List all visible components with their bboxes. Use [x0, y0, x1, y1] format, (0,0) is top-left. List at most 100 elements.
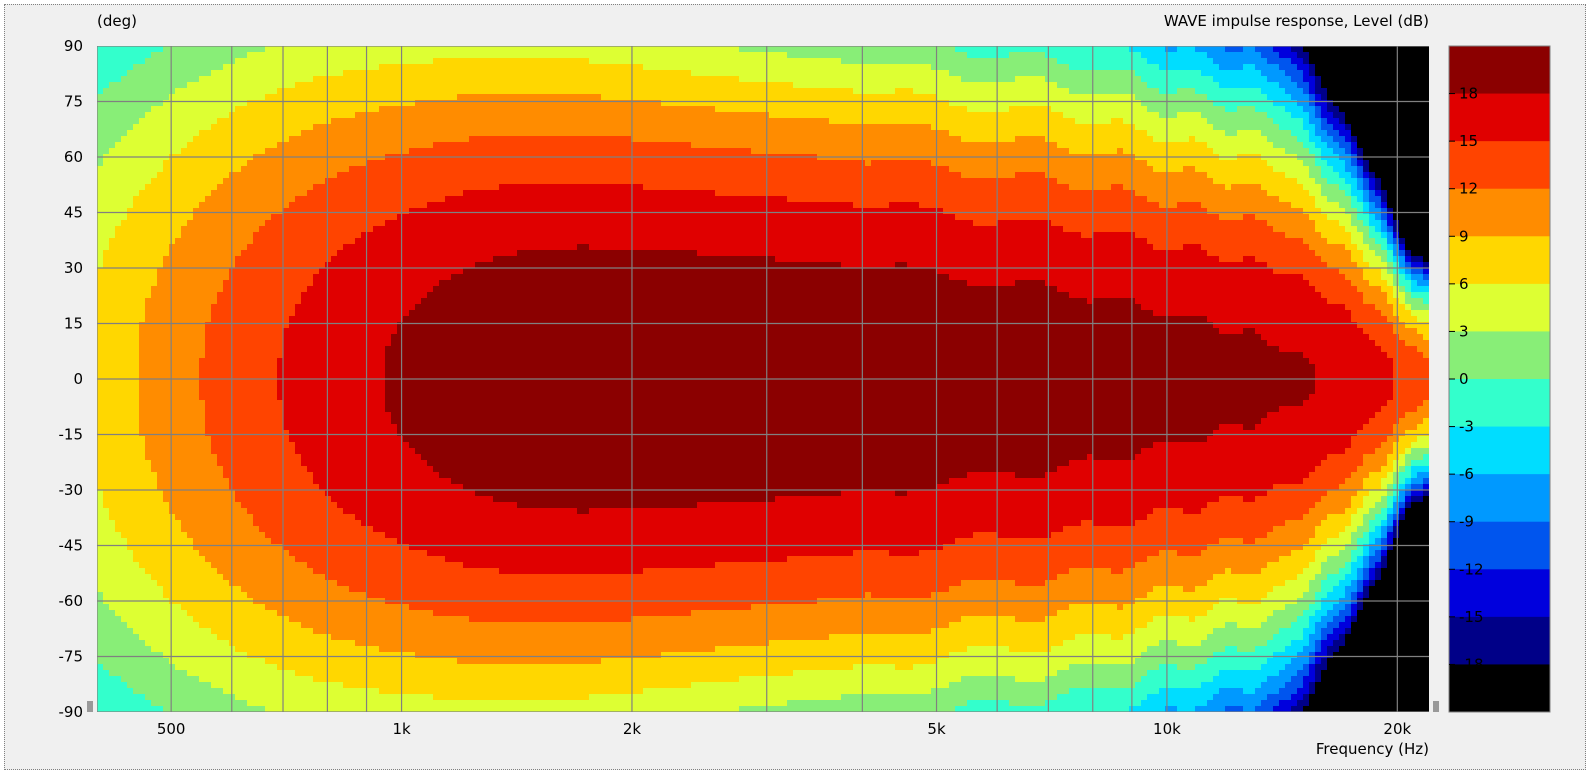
heatmap-cell — [469, 622, 476, 665]
heatmap-cell — [1351, 496, 1358, 515]
heatmap-cell — [1381, 292, 1388, 317]
heatmap-cell — [1351, 196, 1358, 209]
heatmap-cell — [193, 46, 200, 83]
heatmap-cell — [721, 610, 728, 647]
heatmap-cell — [1069, 70, 1076, 95]
heatmap-cell — [745, 502, 752, 563]
heatmap-cell — [1357, 250, 1364, 269]
heatmap-cell — [847, 694, 854, 712]
heatmap-cell — [997, 580, 1004, 617]
heatmap-cell — [1177, 46, 1184, 71]
right-scroll-handle[interactable] — [1433, 701, 1439, 712]
heatmap-cell — [775, 82, 782, 119]
heatmap-cell — [745, 646, 752, 677]
heatmap-cell — [949, 652, 956, 683]
heatmap-cell — [493, 46, 500, 59]
heatmap-cell — [1321, 460, 1328, 497]
heatmap-cell — [1249, 574, 1256, 605]
heatmap-cell — [1381, 238, 1388, 251]
heatmap-cell — [895, 598, 902, 635]
heatmap-cell — [1357, 220, 1364, 233]
heatmap-cell — [985, 112, 992, 143]
heatmap-cell — [1015, 586, 1022, 623]
heatmap-cell — [1261, 190, 1268, 221]
heatmap-cell — [1117, 184, 1124, 233]
heatmap-cell — [559, 94, 566, 137]
heatmap-cell — [349, 514, 356, 593]
heatmap-cell — [463, 616, 470, 665]
heatmap-cell — [1297, 598, 1304, 617]
heatmap-cell — [703, 76, 710, 107]
heatmap-cell — [1135, 196, 1142, 239]
heatmap-cell — [1339, 514, 1346, 533]
heatmap-cell — [223, 118, 230, 179]
heatmap-cell — [583, 514, 590, 575]
heatmap-cell — [1369, 190, 1376, 203]
heatmap-cell — [937, 130, 944, 167]
heatmap-cell — [1189, 136, 1196, 167]
heatmap-cell — [211, 70, 218, 125]
heatmap-cell — [211, 634, 218, 689]
heatmap-cell — [673, 46, 680, 71]
heatmap-cell — [661, 508, 668, 569]
heatmap-cell — [121, 136, 128, 221]
heatmap-cell — [1363, 580, 1370, 587]
y-tick-label: 0 — [73, 370, 83, 388]
heatmap-cell — [1363, 532, 1370, 545]
heatmap-cell — [865, 166, 872, 209]
heatmap-cell — [403, 694, 410, 712]
heatmap-cell — [1135, 52, 1142, 77]
heatmap-cell — [955, 172, 962, 221]
heatmap-cell — [1405, 430, 1412, 449]
heatmap-cell — [115, 82, 122, 143]
heatmap-cell — [1153, 670, 1160, 695]
heatmap-cell — [577, 46, 584, 59]
heatmap-cell — [175, 604, 182, 671]
heatmap-cell — [1351, 142, 1358, 155]
heatmap-cell — [1201, 94, 1208, 119]
heatmap-cell — [925, 634, 932, 665]
heatmap-cell — [685, 142, 692, 191]
heatmap-cell — [1201, 76, 1208, 95]
heatmap-cell — [907, 46, 914, 65]
heatmap-cell — [949, 586, 956, 623]
heatmap-cell — [595, 184, 602, 251]
heatmap-cell — [1099, 634, 1106, 665]
heatmap-cell — [169, 604, 176, 665]
heatmap-cell — [1093, 634, 1100, 665]
heatmap-cell — [619, 100, 626, 137]
heatmap-cell — [781, 46, 788, 53]
heatmap-cell — [121, 622, 128, 683]
heatmap-cell — [589, 184, 596, 251]
heatmap-cell — [547, 58, 554, 95]
heatmap-cell — [889, 634, 896, 665]
heatmap-cell — [1267, 694, 1274, 712]
left-scroll-handle[interactable] — [87, 701, 93, 712]
heatmap-cell — [1111, 604, 1118, 641]
heatmap-cell — [1099, 46, 1106, 71]
heatmap-cell — [589, 574, 596, 623]
heatmap-cell — [619, 184, 626, 251]
heatmap-cell — [1285, 238, 1292, 275]
heatmap-cell — [1105, 94, 1112, 125]
heatmap-cell — [1387, 232, 1394, 245]
heatmap-cell — [367, 112, 374, 161]
heatmap-cell — [1327, 574, 1334, 593]
heatmap-cell — [1333, 220, 1340, 245]
heatmap-cell — [889, 694, 896, 712]
heatmap-cell — [733, 562, 740, 611]
heatmap-cell — [301, 130, 308, 197]
heatmap-cell — [1117, 232, 1124, 299]
heatmap-cell — [1267, 412, 1274, 491]
heatmap-cell — [1081, 190, 1088, 239]
heatmap-cell — [625, 574, 632, 623]
heatmap-cell — [145, 46, 152, 59]
heatmap-cell — [895, 556, 902, 599]
heatmap-cell — [157, 172, 164, 269]
heatmap-cell — [1087, 70, 1094, 95]
heatmap-cell — [145, 184, 152, 299]
heatmap-cell — [991, 58, 998, 83]
heatmap-cell — [691, 190, 698, 251]
heatmap-cell — [1303, 514, 1310, 545]
heatmap-cell — [1231, 160, 1238, 185]
